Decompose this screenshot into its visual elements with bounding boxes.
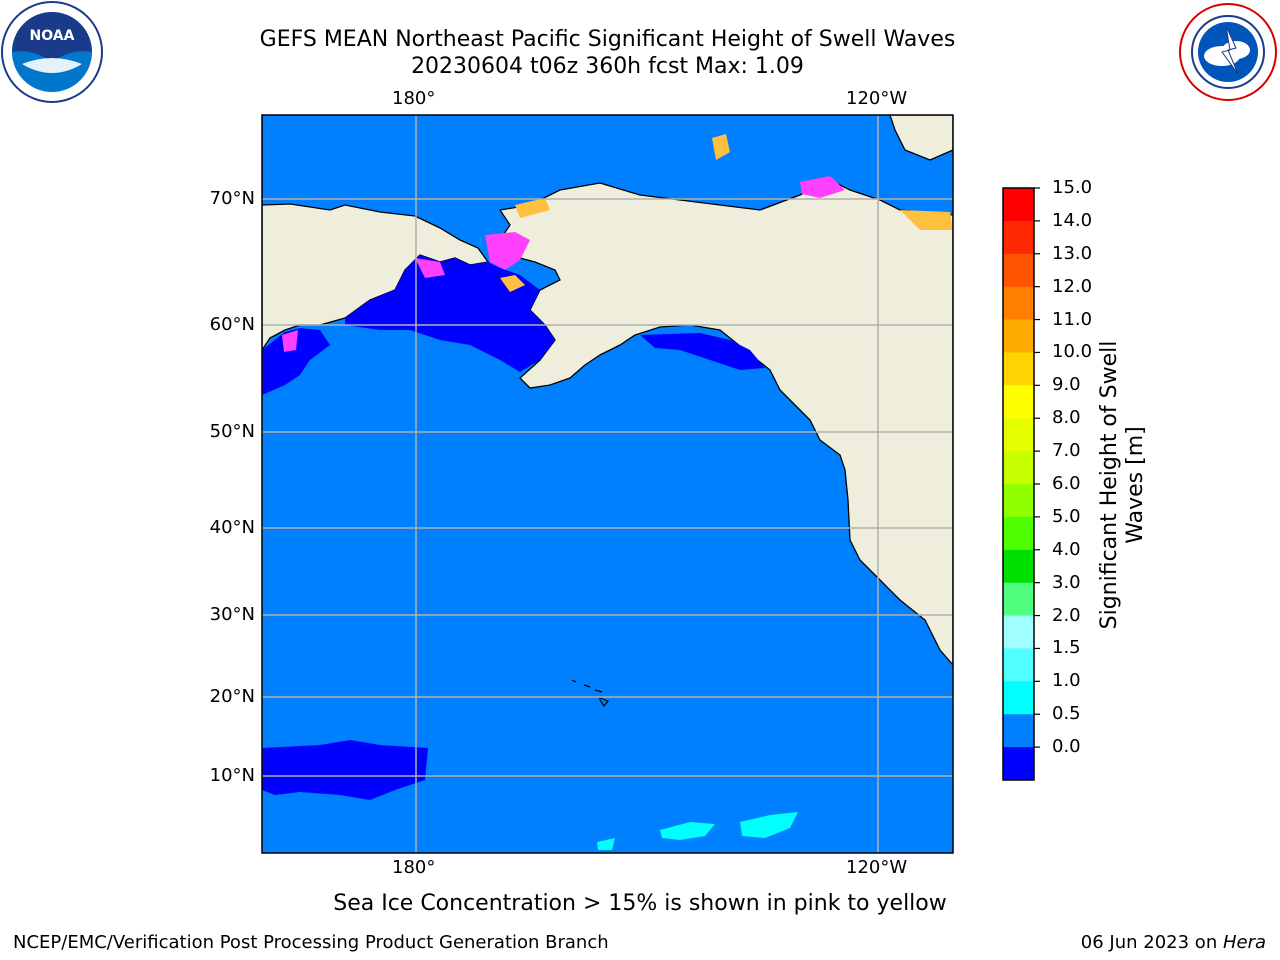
colorbar-tick: 1.5 (1052, 637, 1081, 659)
colorbar-tick: 0.0 (1052, 736, 1081, 758)
lon-tick-top: 120°W (846, 88, 908, 109)
lon-tick-bottom: 120°W (846, 857, 908, 878)
colorbar-segment (1003, 615, 1034, 649)
colorbar-tick: 13.0 (1052, 242, 1093, 264)
colorbar-tick: 14.0 (1052, 209, 1093, 231)
footer-date: 06 Jun 2023 on Hera (1081, 932, 1266, 954)
colorbar-segment (1003, 286, 1034, 321)
colorbar-segment (1003, 451, 1034, 485)
colorbar-segment (1003, 352, 1034, 386)
lon-tick-top: 180° (392, 88, 436, 109)
lon-tick-bottom: 180° (392, 857, 436, 878)
bering-sea-low (345, 255, 555, 372)
colorbar-segment (1003, 220, 1034, 255)
sea-ice (282, 134, 953, 352)
colorbar-tick: 12.0 (1052, 275, 1093, 297)
swell-patch (660, 822, 715, 840)
colorbar-segment (1003, 484, 1034, 518)
colorbar-tick: 3.0 (1052, 571, 1081, 593)
hawaii-islands (571, 679, 609, 708)
colorbar-label: Significant Height of Swell Waves [m] (1097, 340, 1148, 630)
colorbar-tick: 6.0 (1052, 473, 1081, 494)
swell-patch (740, 812, 798, 838)
okhotsk-low (262, 328, 330, 395)
lat-tick: 50°N (209, 421, 255, 442)
chart-title: GEFS MEAN Northeast Pacific Significant … (259, 27, 956, 52)
colorbar-tick: 8.0 (1052, 407, 1081, 429)
colorbar-segment (1003, 582, 1034, 617)
lat-tick: 60°N (209, 314, 255, 335)
colorbar-segment (1003, 648, 1034, 682)
colorbar-segment (1003, 319, 1034, 353)
colorbar-segment (1003, 253, 1034, 288)
colorbar-tick: 15.0 (1052, 177, 1093, 198)
colorbar-segment (1003, 385, 1034, 419)
colorbar-tick: 10.0 (1052, 341, 1093, 363)
colorbar-segment (1003, 747, 1034, 781)
footer-credit: NCEP/EMC/Verification Post Processing Pr… (13, 932, 609, 953)
swell-patch (597, 838, 615, 850)
colorbar-segment (1003, 418, 1034, 452)
footer-date-text: 06 Jun 2023 on (1080, 932, 1223, 953)
colorbar-tick: 5.0 (1052, 505, 1081, 527)
gridlines (262, 115, 953, 853)
land-arctic (889, 115, 953, 161)
chart-subtitle: 20230604 t06z 360h fcst Max: 1.09 (411, 54, 804, 79)
lat-tick: 10°N (209, 765, 255, 786)
footer-host: Hera (1222, 932, 1266, 953)
map-frame (261, 114, 954, 854)
lat-tick: 40°N (209, 517, 255, 538)
lat-tick: 20°N (209, 686, 255, 707)
colorbar-tick: 2.0 (1052, 604, 1081, 626)
lat-tick: 30°N (209, 604, 255, 625)
tropical-low (262, 740, 428, 800)
colorbar-segment (1003, 188, 1034, 222)
colorbar-segment (1003, 681, 1034, 715)
colorbar-tick: 1.0 (1052, 670, 1081, 692)
gulf-alaska-low (640, 333, 765, 370)
colorbar-segment (1003, 549, 1034, 584)
colorbar-tick: 7.0 (1052, 440, 1081, 462)
lat-tick: 70°N (209, 188, 255, 209)
colorbar (1002, 187, 1040, 781)
colorbar-tick: 4.0 (1052, 538, 1081, 560)
colorbar-segment (1003, 516, 1034, 551)
sea-ice-note: Sea Ice Concentration > 15% is shown in … (333, 891, 947, 916)
colorbar-tick: 0.5 (1052, 703, 1081, 725)
colorbar-tick: 11.0 (1052, 308, 1093, 330)
colorbar-segment (1003, 714, 1034, 748)
colorbar-tick: 9.0 (1052, 374, 1081, 396)
